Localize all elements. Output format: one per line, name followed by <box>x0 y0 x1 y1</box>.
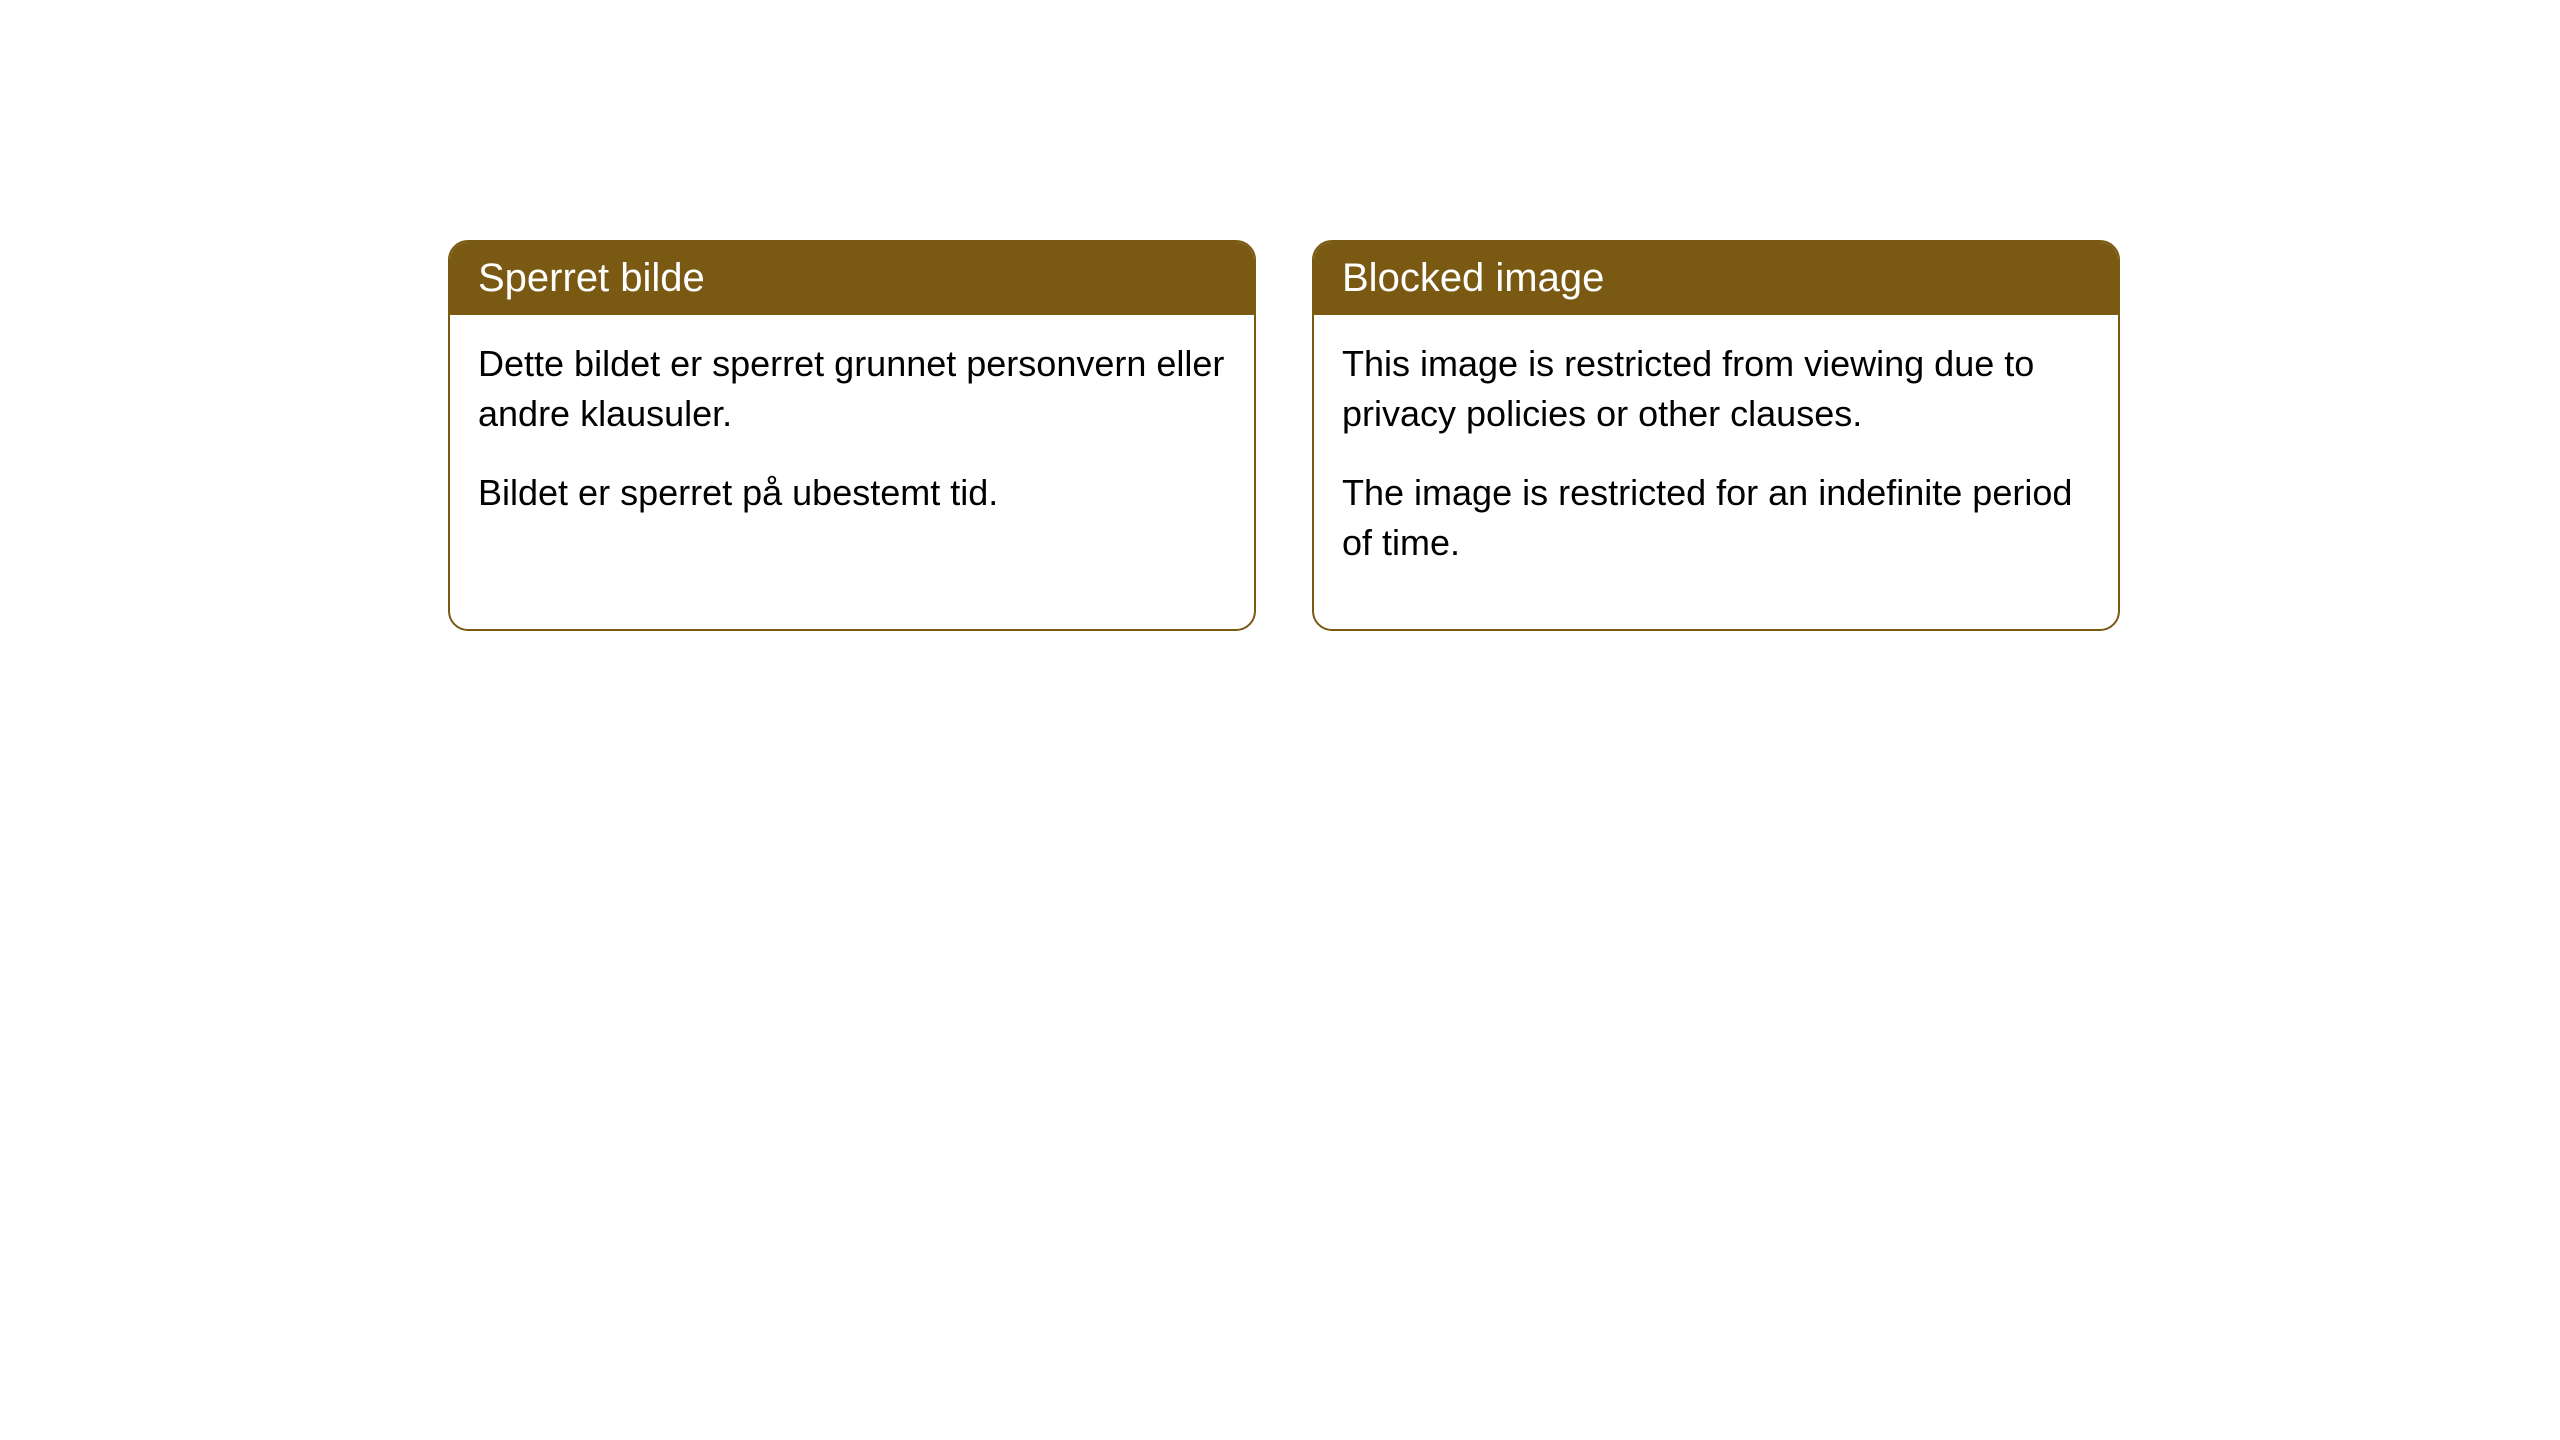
card-paragraph: Bildet er sperret på ubestemt tid. <box>478 468 1226 518</box>
card-body-norwegian: Dette bildet er sperret grunnet personve… <box>450 315 1254 578</box>
card-paragraph: This image is restricted from viewing du… <box>1342 339 2090 440</box>
blocked-image-card-norwegian: Sperret bilde Dette bildet er sperret gr… <box>448 240 1256 631</box>
card-body-english: This image is restricted from viewing du… <box>1314 315 2118 629</box>
notice-cards-container: Sperret bilde Dette bildet er sperret gr… <box>0 0 2560 631</box>
card-header-english: Blocked image <box>1314 242 2118 315</box>
card-paragraph: Dette bildet er sperret grunnet personve… <box>478 339 1226 440</box>
blocked-image-card-english: Blocked image This image is restricted f… <box>1312 240 2120 631</box>
card-header-norwegian: Sperret bilde <box>450 242 1254 315</box>
card-paragraph: The image is restricted for an indefinit… <box>1342 468 2090 569</box>
